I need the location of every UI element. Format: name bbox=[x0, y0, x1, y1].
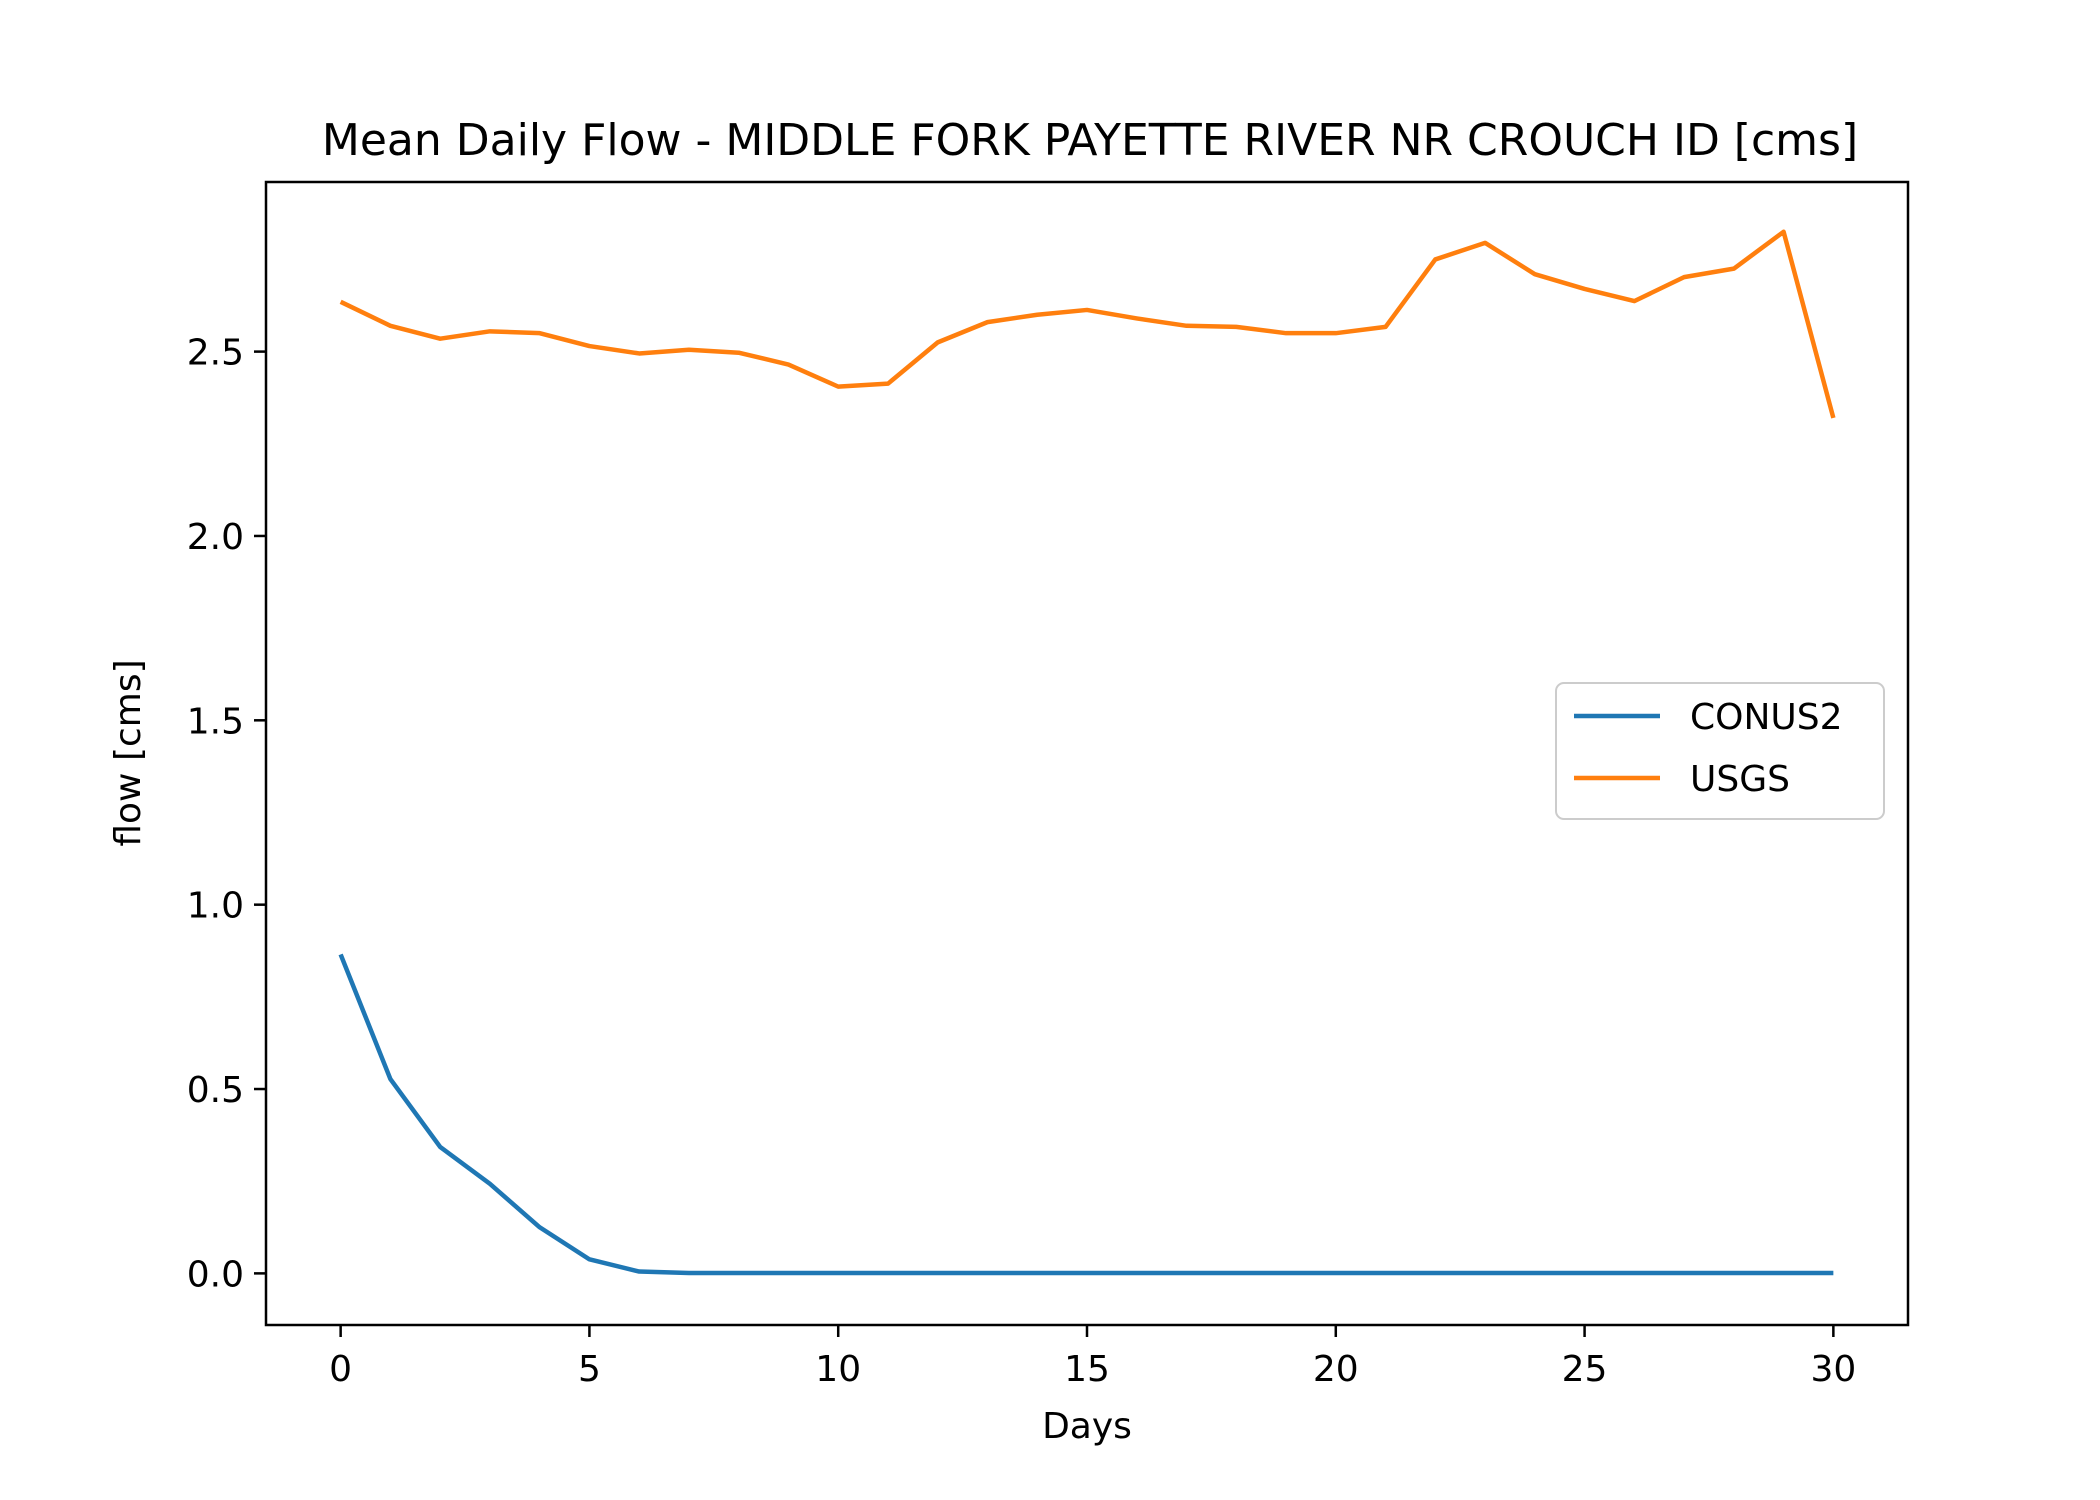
y-tick-label: 2.0 bbox=[187, 517, 244, 558]
x-tick-label: 5 bbox=[578, 1349, 601, 1390]
x-tick-label: 20 bbox=[1313, 1349, 1359, 1390]
legend: CONUS2 USGS bbox=[1555, 682, 1885, 820]
x-tick-label: 30 bbox=[1810, 1349, 1856, 1390]
series-layer bbox=[338, 229, 1836, 1276]
x-axis-label: Days bbox=[1042, 1406, 1132, 1447]
series-line-usgs bbox=[339, 229, 1836, 419]
x-tick-label: 10 bbox=[815, 1349, 861, 1390]
y-axis-ticks: 0.0 0.5 1.0 1.5 2.0 2.5 bbox=[187, 333, 266, 1295]
series-line-conus2 bbox=[338, 953, 1834, 1276]
y-tick-label: 0.0 bbox=[187, 1254, 244, 1295]
x-tick-label: 0 bbox=[329, 1349, 352, 1390]
legend-label-conus2: CONUS2 bbox=[1690, 697, 1843, 738]
chart-title: Mean Daily Flow - MIDDLE FORK PAYETTE RI… bbox=[322, 115, 1858, 166]
x-tick-label: 25 bbox=[1562, 1349, 1608, 1390]
y-axis-label: flow [cms] bbox=[108, 659, 149, 846]
y-tick-label: 1.0 bbox=[187, 886, 244, 927]
x-axis-ticks: 0 5 10 15 20 25 30 bbox=[329, 1325, 1856, 1390]
y-tick-label: 2.5 bbox=[187, 333, 244, 374]
x-tick-label: 15 bbox=[1064, 1349, 1110, 1390]
legend-label-usgs: USGS bbox=[1690, 759, 1790, 800]
y-tick-label: 1.5 bbox=[187, 701, 244, 742]
y-tick-label: 0.5 bbox=[187, 1070, 244, 1111]
